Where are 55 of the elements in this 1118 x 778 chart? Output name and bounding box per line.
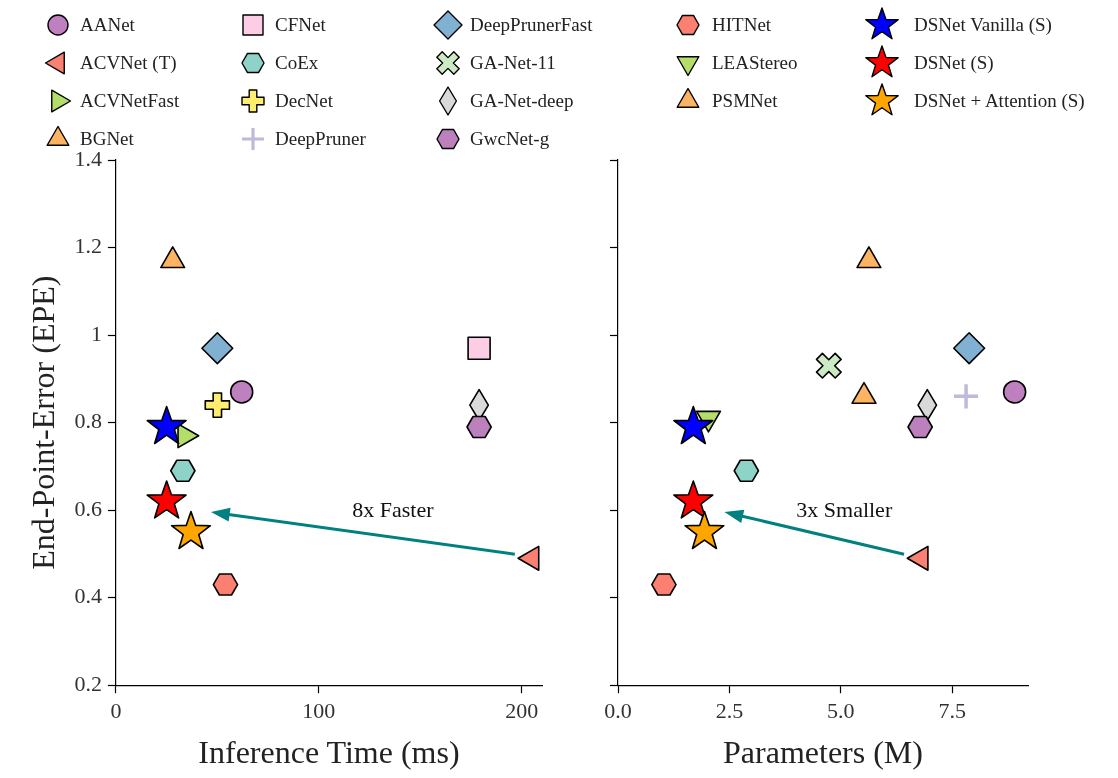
x-axis-title: Parameters (M): [723, 734, 923, 771]
legend-label: CoEx: [275, 52, 319, 74]
x-tick-label: 200: [505, 698, 539, 724]
point: [201, 332, 234, 365]
legend-label: LEAStereo: [712, 52, 798, 74]
legend-label: DeepPruner: [275, 128, 366, 150]
legend-label: DeepPrunerFast: [470, 14, 593, 36]
legend-label: GwcNet-g: [470, 128, 550, 150]
point: [229, 380, 254, 404]
x-axis-title: Inference Time (ms): [198, 734, 460, 771]
legend-label: AANet: [80, 14, 135, 36]
legend-label: DSNet (S): [914, 52, 994, 74]
legend-label: DSNet Vanilla (S): [914, 14, 1052, 36]
legend-label: PSMNet: [712, 90, 778, 112]
x-tick-label: 2.5: [715, 698, 744, 724]
x-tick-label: 7.5: [938, 698, 966, 724]
y-tick-label: 0.8: [74, 408, 102, 434]
point: [952, 332, 986, 365]
point: [673, 480, 714, 519]
point: [146, 405, 187, 445]
y-axis-title: End-Point-Error (EPE): [24, 275, 61, 570]
annotation: 8x Faster: [352, 496, 435, 522]
point: [204, 392, 231, 418]
legend-label: DecNet: [275, 90, 334, 112]
legend-label: CFNet: [275, 14, 326, 36]
point: [733, 459, 760, 483]
point: [651, 573, 677, 596]
point: [815, 352, 842, 379]
legend-label: GA-Net-11: [470, 52, 556, 74]
legend-label: GA-Net-deep: [470, 90, 574, 112]
point: [907, 415, 934, 439]
point: [169, 459, 196, 483]
point: [212, 573, 239, 596]
legend-label: ACVNetFast: [80, 90, 180, 112]
point: [146, 480, 187, 519]
point: [467, 336, 491, 360]
point: [953, 384, 979, 409]
y-tick-label: 0.6: [74, 495, 102, 521]
point: [1002, 380, 1027, 404]
legend-label: ACVNet (T): [80, 52, 177, 74]
point: [466, 415, 492, 439]
y-tick-label: 0.4: [74, 583, 102, 609]
point: [170, 510, 212, 550]
point: [684, 510, 725, 550]
y-tick-label: 0.2: [74, 670, 102, 696]
point: [673, 405, 714, 445]
x-tick-label: 0.0: [604, 698, 632, 724]
y-tick-label: 1.2: [74, 233, 102, 259]
x-tick-label: 100: [302, 698, 336, 724]
x-tick-label: 0: [110, 698, 122, 724]
legend-label: HITNet: [712, 14, 772, 36]
x-tick-label: 5.0: [827, 698, 855, 724]
annotation: 3x Smaller: [796, 496, 893, 522]
legend-label: DSNet + Attention (S): [914, 90, 1085, 112]
y-tick-label: 1: [90, 320, 102, 346]
